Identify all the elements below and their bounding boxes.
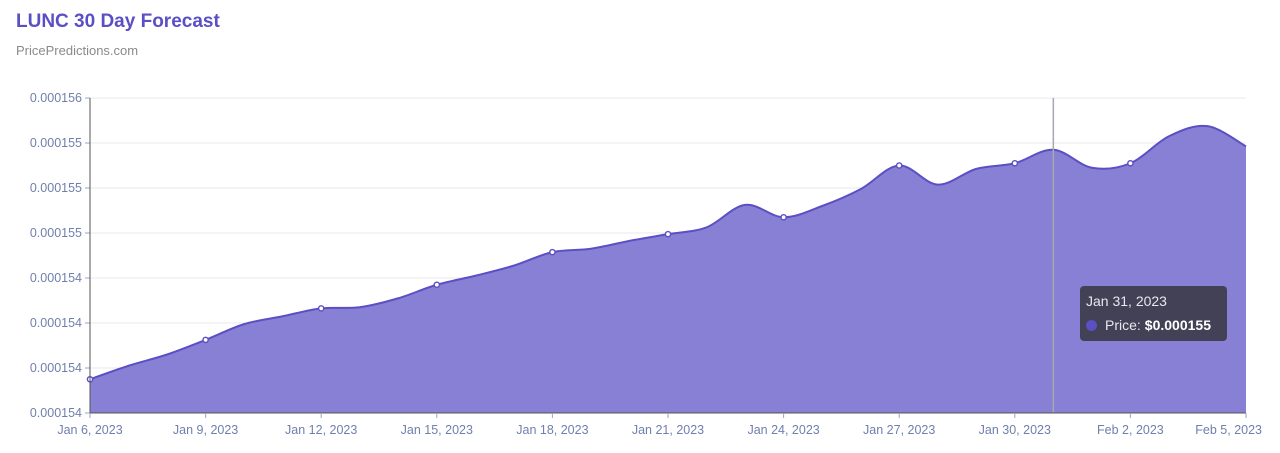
- y-tick-label: 0.000155: [30, 136, 82, 150]
- data-point[interactable]: [549, 248, 556, 256]
- x-tick-label: Jan 9, 2023: [173, 423, 238, 437]
- y-tick-label: 0.000155: [30, 181, 82, 195]
- y-axis: 0.000156 0.000155 0.000155 0.000155 0.000154…: [30, 91, 91, 420]
- price-tooltip: Jan 31, 2023 Price: $0.000155: [1080, 286, 1227, 341]
- y-tick-label: 0.000154: [30, 361, 82, 375]
- tooltip-date: Jan 31, 2023: [1086, 293, 1167, 309]
- x-tick-label: Jan 12, 2023: [285, 423, 357, 437]
- tooltip-row: Price: $0.000155: [1086, 317, 1211, 333]
- data-point[interactable]: [317, 305, 325, 312]
- tooltip-label: Price:: [1105, 317, 1141, 333]
- data-point[interactable]: [1011, 159, 1019, 167]
- price-area: [89, 124, 1247, 414]
- data-point[interactable]: [895, 162, 903, 169]
- data-point[interactable]: [202, 336, 209, 344]
- x-tick-label: Jan 24, 2023: [747, 423, 819, 437]
- x-tick-label: Jan 21, 2023: [632, 423, 704, 437]
- price-area-fill: [90, 125, 1246, 414]
- y-tick-label: 0.000156: [30, 91, 82, 105]
- y-tick-label: 0.000154: [30, 316, 82, 330]
- data-point[interactable]: [664, 230, 672, 238]
- data-point[interactable]: [433, 281, 441, 289]
- x-axis: Jan 6, 2023 Jan 9, 2023 Jan 12, 2023 Jan 15…: [57, 412, 1262, 437]
- x-tick-label: Jan 6, 2023: [57, 423, 122, 437]
- y-tick-label: 0.000154: [30, 271, 82, 285]
- y-tick-label: 0.000154: [30, 406, 82, 420]
- x-tick-label: Jan 30, 2023: [979, 423, 1051, 437]
- tooltip-value: $0.000155: [1144, 317, 1211, 333]
- data-point[interactable]: [780, 213, 787, 221]
- chart-title: LUNC 30 Day Forecast: [16, 11, 220, 32]
- x-tick-label: Jan 18, 2023: [516, 423, 588, 437]
- x-tick-label: Feb 5, 2023: [1195, 423, 1262, 437]
- series-dot-icon: [1086, 319, 1097, 331]
- y-tick-label: 0.000155: [30, 226, 82, 240]
- chart-subtitle: PricePredictions.com: [16, 43, 139, 58]
- data-point[interactable]: [1127, 159, 1134, 167]
- x-tick-label: Jan 27, 2023: [863, 423, 935, 437]
- x-tick-label: Feb 2, 2023: [1097, 423, 1164, 437]
- x-tick-label: Jan 15, 2023: [401, 423, 473, 437]
